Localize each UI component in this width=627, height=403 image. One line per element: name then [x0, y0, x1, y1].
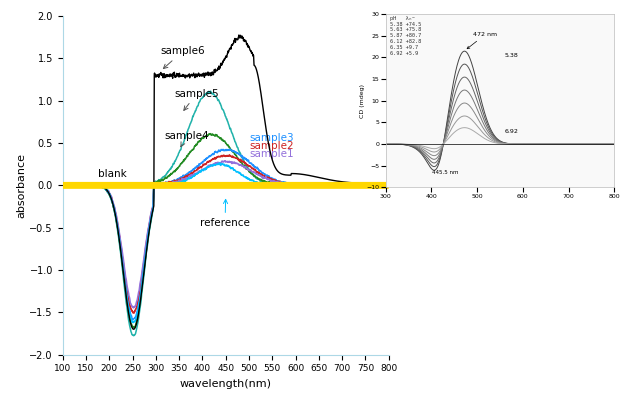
Text: sample5: sample5 [174, 89, 219, 110]
Text: reference: reference [200, 199, 250, 228]
Text: sample6: sample6 [161, 46, 205, 69]
Text: blank: blank [98, 168, 127, 179]
Text: 5.38: 5.38 [505, 53, 519, 58]
Y-axis label: CD (mdeg): CD (mdeg) [360, 84, 365, 118]
Text: sample2: sample2 [249, 141, 293, 151]
X-axis label: wavelength(nm): wavelength(nm) [180, 379, 271, 389]
Y-axis label: absorbance: absorbance [17, 153, 27, 218]
Text: sample3: sample3 [249, 133, 293, 143]
Text: 6.92: 6.92 [505, 129, 519, 133]
Text: pH   λₙᵐ
5.38 +74.5
5.63 +75.8
5.87 +80.7
6.12 +82.8
6.35 +9.7
6.92 +5.9: pH λₙᵐ 5.38 +74.5 5.63 +75.8 5.87 +80.7 … [390, 16, 421, 56]
Text: 445.5 nm: 445.5 nm [432, 170, 458, 175]
Text: sample1: sample1 [249, 149, 293, 159]
Text: sample4: sample4 [164, 131, 209, 147]
Text: 472 nm: 472 nm [467, 32, 498, 49]
